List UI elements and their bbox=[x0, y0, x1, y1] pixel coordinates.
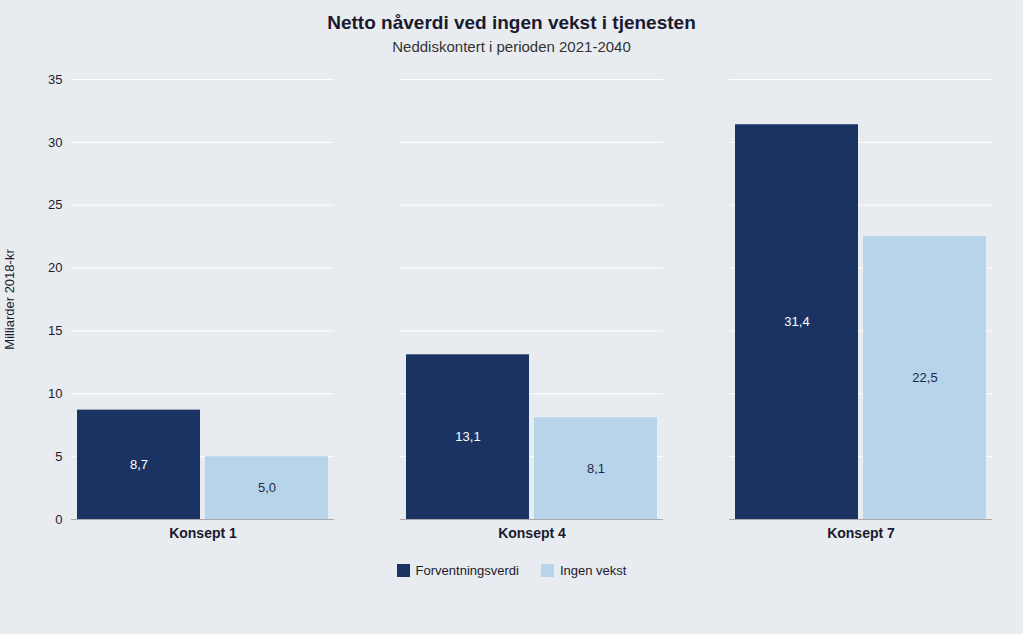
svg-text:35: 35 bbox=[48, 72, 62, 87]
svg-text:13,1: 13,1 bbox=[455, 429, 480, 444]
svg-text:15: 15 bbox=[48, 323, 62, 338]
svg-text:25: 25 bbox=[48, 197, 62, 212]
html-text:Ingen vekst: Ingen vekst bbox=[559, 563, 627, 578]
svg-text:20: 20 bbox=[48, 260, 62, 275]
svg-text:Milliarder 2018-kr: Milliarder 2018-kr bbox=[2, 249, 17, 350]
html-text:Forventningsverdi: Forventningsverdi bbox=[415, 563, 519, 578]
svg-text:Konsept 4: Konsept 4 bbox=[498, 525, 566, 541]
svg-text:10: 10 bbox=[48, 386, 62, 401]
svg-text:Konsept 1: Konsept 1 bbox=[169, 525, 237, 541]
svg-text:0: 0 bbox=[55, 512, 62, 527]
svg-text:22,5: 22,5 bbox=[912, 370, 937, 385]
svg-text:5: 5 bbox=[55, 449, 62, 464]
html-text:Neddiskontert i perioden 2021-: Neddiskontert i perioden 2021-2040 bbox=[392, 38, 631, 55]
svg-text:8,1: 8,1 bbox=[587, 461, 605, 476]
svg-text:30: 30 bbox=[48, 135, 62, 150]
svg-text:5,0: 5,0 bbox=[258, 480, 276, 495]
svg-text:8,7: 8,7 bbox=[130, 457, 148, 472]
svg-text:31,4: 31,4 bbox=[784, 314, 809, 329]
html-text:Netto nåverdi ved ingen vekst: Netto nåverdi ved ingen vekst i tjeneste… bbox=[327, 12, 696, 33]
svg-text:Konsept 7: Konsept 7 bbox=[827, 525, 895, 541]
